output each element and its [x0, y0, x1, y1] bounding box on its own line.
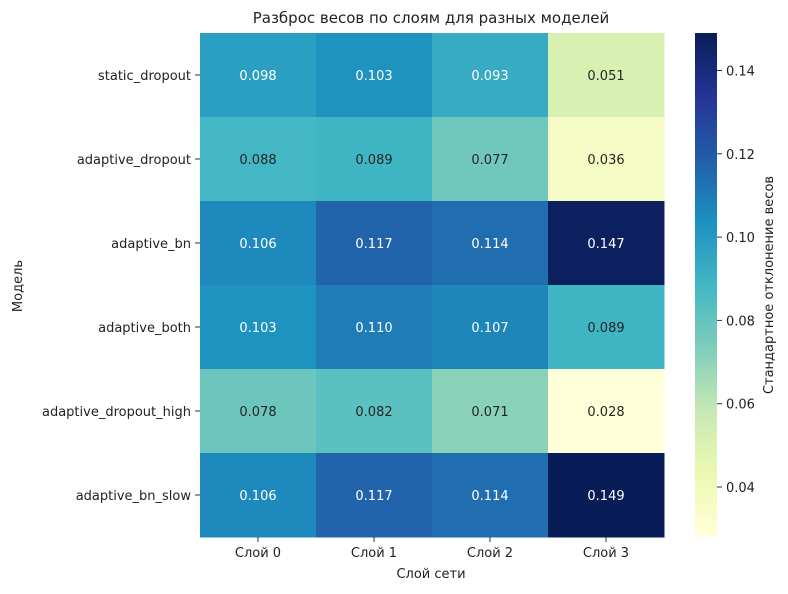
chart-title: Разброс весов по слоям для разных моделе…	[253, 9, 610, 27]
cell-value-label: 0.107	[471, 321, 508, 336]
row-label: adaptive_both	[98, 321, 191, 336]
cell-value-label: 0.098	[239, 69, 276, 84]
cell-value-label: 0.089	[587, 321, 624, 336]
colorbar-tick-label: 0.12	[726, 148, 755, 163]
cell-value-label: 0.147	[587, 237, 624, 252]
cell-value-label: 0.117	[355, 237, 392, 252]
cell-value-label: 0.078	[239, 405, 276, 420]
heatmap-cell	[316, 453, 433, 538]
heatmap-cell	[316, 33, 433, 118]
cell-value-label: 0.093	[471, 69, 508, 84]
heatmap-cell	[200, 33, 317, 118]
heatmap-cell	[316, 117, 433, 202]
y-axis-label: Модель	[11, 260, 26, 312]
cell-value-label: 0.103	[355, 69, 392, 84]
cell-value-label: 0.103	[239, 321, 276, 336]
row-label: static_dropout	[98, 69, 191, 84]
heatmap-cell	[432, 285, 549, 370]
cell-value-label: 0.089	[355, 153, 392, 168]
cell-value-label: 0.114	[471, 489, 508, 504]
cell-value-label: 0.106	[239, 489, 276, 504]
heatmap-cells: 0.098 0.103 0.093 0.051 0.088 0.089 0.077 0.036…	[200, 33, 665, 538]
heatmap-cell	[548, 201, 665, 286]
cell-value-label: 0.149	[587, 489, 624, 504]
heatmap-cell	[432, 117, 549, 202]
column-label: Слой 1	[351, 546, 397, 561]
row-label: adaptive_bn	[111, 237, 191, 252]
cell-value-label: 0.077	[471, 153, 508, 168]
colorbar-tick-label: 0.14	[726, 64, 755, 79]
heatmap-cell	[548, 369, 665, 454]
heatmap-cell	[316, 369, 433, 454]
colorbar-label: Стандартное отклонение весов	[762, 176, 777, 394]
colorbar	[695, 33, 717, 537]
colorbar-ticks: 0.04 0.06 0.08 0.10 0.12 0.14	[717, 64, 755, 496]
column-label: Слой 0	[235, 546, 281, 561]
cell-value-label: 0.082	[355, 405, 392, 420]
column-label: Слой 3	[583, 546, 629, 561]
heatmap-cell	[548, 285, 665, 370]
cell-value-label: 0.110	[355, 321, 392, 336]
heatmap-cell	[432, 453, 549, 538]
cell-value-label: 0.106	[239, 237, 276, 252]
colorbar-tick-label: 0.08	[726, 314, 755, 329]
heatmap-cell	[200, 285, 317, 370]
cell-value-label: 0.028	[587, 405, 624, 420]
row-label: adaptive_dropout_high	[42, 405, 191, 420]
cell-value-label: 0.071	[471, 405, 508, 420]
heatmap-cell	[200, 117, 317, 202]
heatmap-cell	[432, 201, 549, 286]
row-label: adaptive_dropout	[77, 153, 191, 168]
cell-value-label: 0.088	[239, 153, 276, 168]
heatmap-cell	[548, 33, 665, 118]
heatmap-cell	[200, 201, 317, 286]
heatmap-cell	[316, 285, 433, 370]
column-label: Слой 2	[467, 546, 513, 561]
x-axis-label: Слой сети	[396, 567, 465, 582]
heatmap-cell	[316, 201, 433, 286]
cell-value-label: 0.117	[355, 489, 392, 504]
colorbar-tick-label: 0.10	[726, 231, 755, 246]
cell-value-label: 0.036	[587, 153, 624, 168]
heatmap-cell	[432, 33, 549, 118]
heatmap-cell	[548, 117, 665, 202]
row-label: adaptive_bn_slow	[76, 489, 192, 504]
cell-value-label: 0.051	[587, 69, 624, 84]
column-labels: Слой 0 Слой 1 Слой 2 Слой 3	[235, 537, 629, 561]
colorbar-tick-label: 0.04	[726, 481, 755, 496]
heatmap-cell	[200, 369, 317, 454]
heatmap-cell	[548, 453, 665, 538]
colorbar-tick-label: 0.06	[726, 398, 755, 413]
heatmap-cell	[432, 369, 549, 454]
heatmap-cell	[200, 453, 317, 538]
row-labels: static_dropout adaptive_dropout adaptive_b…	[42, 69, 200, 504]
cell-value-label: 0.114	[471, 237, 508, 252]
